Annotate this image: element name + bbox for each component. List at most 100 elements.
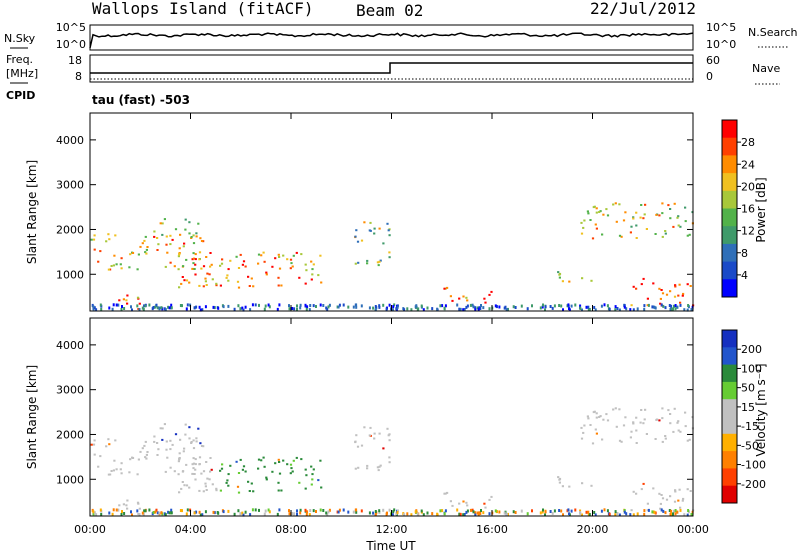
power-cell xyxy=(239,253,242,256)
power-cell xyxy=(213,306,216,310)
velocity-cell xyxy=(327,510,330,514)
title: Wallops Island (fitACF) xyxy=(92,0,314,18)
power-cell xyxy=(139,245,142,248)
power-cell xyxy=(188,221,191,224)
velocity-cell xyxy=(466,504,469,507)
colorbar-swatch xyxy=(722,364,737,383)
power-cell xyxy=(436,307,439,311)
power-cell xyxy=(684,220,687,223)
velocity-cell xyxy=(169,439,172,442)
velocity-cell xyxy=(254,508,257,512)
power-cell xyxy=(319,254,322,257)
velocity-cell xyxy=(632,422,635,425)
velocity-cell xyxy=(496,510,498,514)
power-cell xyxy=(95,308,98,312)
power-cell xyxy=(195,305,198,309)
x-tick-label: 20:00 xyxy=(577,523,609,536)
power-cell xyxy=(90,238,93,241)
power-cell xyxy=(195,235,198,238)
velocity-cell xyxy=(544,510,547,514)
power-cell xyxy=(126,302,129,305)
power-cell xyxy=(623,304,626,307)
velocity-cell xyxy=(107,473,110,476)
velocity-cell xyxy=(111,512,114,516)
power-cell xyxy=(395,307,398,311)
power-colorbar: 28 24 20 16 12 8 4 xyxy=(721,119,755,298)
power-cell xyxy=(599,210,602,213)
power-cell xyxy=(612,203,615,206)
power-cell xyxy=(192,242,196,245)
power-cell xyxy=(483,297,486,300)
power-cell xyxy=(591,237,595,240)
power-cell xyxy=(237,304,240,308)
velocity-cell xyxy=(181,481,184,483)
velocity-cell xyxy=(169,448,172,451)
power-cell xyxy=(235,255,238,258)
velocity-cell xyxy=(436,512,439,516)
colorbar-swatch xyxy=(722,485,737,504)
velocity-cell xyxy=(304,487,307,490)
power-cell xyxy=(687,304,690,307)
velocity-cell xyxy=(188,437,191,440)
velocity-cell xyxy=(108,443,111,446)
power-cell xyxy=(594,308,597,312)
velocity-cell xyxy=(368,434,371,437)
colorbar-tick-label: -200 xyxy=(741,478,766,491)
power-cell xyxy=(306,305,309,309)
velocity-cell xyxy=(385,512,388,516)
power-cell xyxy=(679,301,682,304)
velocity-cell xyxy=(277,458,280,461)
velocity-cell xyxy=(160,511,163,515)
power-cell xyxy=(122,298,125,301)
velocity-cell xyxy=(158,511,161,515)
power-cell xyxy=(315,305,317,308)
velocity-cell xyxy=(239,458,242,461)
colorbar-tick-label: 16 xyxy=(741,203,755,216)
power-cell xyxy=(277,284,280,287)
power-cell xyxy=(416,307,419,311)
power-cell xyxy=(181,276,184,278)
velocity-cell xyxy=(119,468,122,471)
power-cell xyxy=(608,307,611,311)
power-cell xyxy=(595,227,598,230)
velocity-cell xyxy=(690,513,693,516)
velocity-cell xyxy=(115,508,118,512)
velocity-cell xyxy=(687,509,690,512)
velocity-cell xyxy=(466,509,469,513)
velocity-cell xyxy=(484,506,487,509)
nsearch-label: N.Search xyxy=(748,26,798,39)
velocity-cell xyxy=(620,440,623,443)
velocity-cell xyxy=(177,473,180,476)
velocity-cell xyxy=(580,426,583,429)
power-cell xyxy=(514,306,517,309)
power-cell xyxy=(544,308,546,312)
power-cell xyxy=(677,215,680,218)
velocity-cell xyxy=(222,510,225,514)
power-cell xyxy=(688,233,691,236)
velocity-cell xyxy=(244,470,247,473)
velocity-cell xyxy=(393,508,396,512)
velocity-cell xyxy=(422,513,425,517)
power-cell xyxy=(410,308,413,312)
velocity-cell xyxy=(278,472,282,475)
power-cell xyxy=(244,305,247,309)
velocity-cell xyxy=(136,473,139,476)
power-cell xyxy=(178,286,181,289)
power-cell xyxy=(368,306,371,310)
power-cell xyxy=(198,305,201,309)
power-cell xyxy=(251,303,254,307)
velocity-cell xyxy=(667,409,670,412)
power-cell xyxy=(183,242,186,245)
velocity-cell xyxy=(192,447,196,450)
power-cell xyxy=(158,306,161,310)
velocity-cell xyxy=(286,463,289,466)
power-cell xyxy=(248,285,251,287)
velocity-cell xyxy=(180,487,183,490)
velocity-cell xyxy=(488,498,491,501)
velocity-cell xyxy=(197,427,200,430)
velocity-cell xyxy=(128,471,131,474)
velocity-cell xyxy=(602,418,605,421)
velocity-cell xyxy=(410,513,413,517)
colorbar-swatch xyxy=(722,399,737,417)
velocity-cell xyxy=(209,457,212,459)
